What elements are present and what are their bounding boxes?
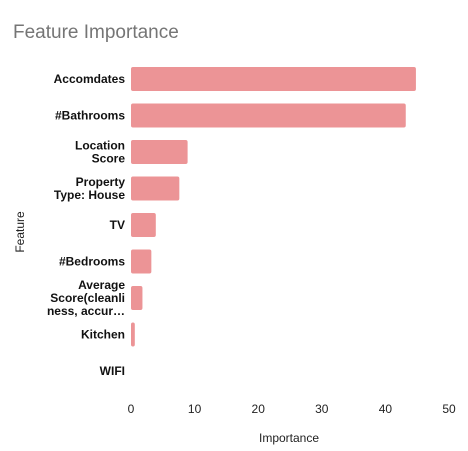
x-axis-title: Importance (259, 431, 319, 445)
category-label-line: #Bathrooms (55, 109, 125, 123)
category-label-line: WIFI (100, 364, 125, 378)
category-label: TV (110, 218, 125, 232)
bar (131, 322, 135, 347)
chart-title: Feature Importance (13, 22, 179, 43)
category-label-line: Kitchen (81, 328, 125, 342)
bar (131, 140, 188, 164)
bar (131, 213, 156, 237)
category-label: Property Type: House (54, 175, 125, 202)
category-label: Accomdates (54, 72, 126, 86)
category-label-line: Type: House (54, 188, 125, 202)
category-label-line: #Bedrooms (59, 255, 125, 269)
x-tick-label: 30 (315, 402, 329, 416)
bar (131, 249, 152, 274)
x-tick-group: 0 10 20 30 40 50 (128, 402, 456, 416)
x-tick-label: 20 (252, 402, 266, 416)
category-label-line: ness, accur… (47, 304, 125, 318)
category-label-line: Accomdates (54, 72, 126, 86)
bar (131, 67, 416, 91)
bar (131, 103, 406, 128)
category-label-line: Score (92, 152, 126, 166)
x-tick-label: 50 (442, 402, 456, 416)
category-label: Kitchen (81, 328, 125, 342)
x-tick-label: 0 (128, 402, 135, 416)
x-tick-label: 40 (379, 402, 393, 416)
category-label-line: TV (110, 218, 125, 232)
category-label: WIFI (100, 364, 125, 378)
category-label: Average Score(cleanli ness, accur… (47, 278, 125, 318)
category-label-line: Score(cleanli (50, 291, 125, 305)
y-axis-title: Feature (13, 211, 27, 253)
category-label: Location Score (75, 139, 125, 166)
category-label-line: Average (78, 278, 125, 292)
x-tick-label: 10 (188, 402, 202, 416)
category-label-group: Accomdates #Bathrooms Location Score Propert… (47, 72, 125, 378)
category-label-line: Property (76, 175, 126, 189)
category-label: #Bathrooms (55, 109, 125, 123)
bar-group (131, 67, 416, 347)
bar (131, 176, 180, 201)
category-label-line: Location (75, 139, 125, 153)
category-label: #Bedrooms (59, 255, 125, 269)
bar (131, 286, 143, 310)
